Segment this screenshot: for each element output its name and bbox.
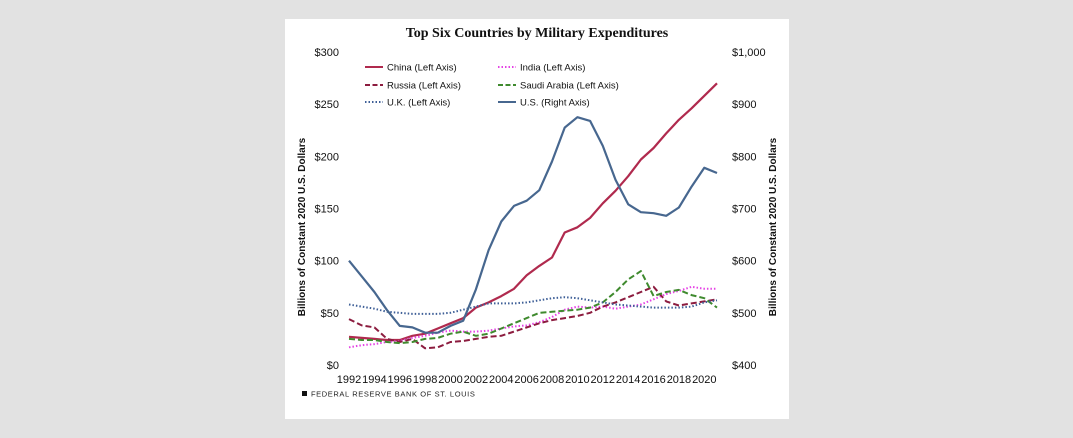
- source-marker: [302, 391, 307, 396]
- y-tick-right-label: $1,000: [732, 47, 766, 59]
- x-tick-label: 2010: [565, 374, 589, 386]
- x-tick-label: 2018: [667, 374, 691, 386]
- x-tick-label: 2008: [540, 374, 564, 386]
- series-line-china-left-axis: [348, 82, 718, 342]
- series-line-u-s-right-axis: [348, 116, 718, 334]
- y-tick-left-label: $100: [315, 256, 339, 268]
- y-tick-left-label: $0: [327, 360, 339, 372]
- series-line-russia-left-axis: [348, 285, 718, 350]
- legend-entry-label: India (Left Axis): [520, 63, 585, 74]
- y-axis-left-label: Billions of Constant 2020 U.S. Dollars: [297, 137, 308, 316]
- x-tick-label: 2000: [438, 374, 462, 386]
- y-tick-right-label: $900: [732, 99, 756, 111]
- x-tick-label: 2014: [616, 374, 640, 386]
- y-tick-left-label: $150: [315, 204, 339, 216]
- y-tick-left-label: $300: [315, 47, 339, 59]
- x-tick-label: 1996: [388, 374, 412, 386]
- x-tick-label: 2020: [692, 374, 716, 386]
- y-tick-right-label: $700: [732, 204, 756, 216]
- series-line-u-k-left-axis: [348, 296, 718, 315]
- x-tick-label: 2016: [641, 374, 665, 386]
- chart-title: Top Six Countries by Military Expenditur…: [406, 26, 669, 41]
- x-tick-label: 1992: [337, 374, 361, 386]
- source-label: FEDERAL RESERVE BANK OF ST. LOUIS: [311, 390, 475, 399]
- y-tick-left-label: $250: [315, 99, 339, 111]
- legend-entry-label: Russia (Left Axis): [387, 81, 461, 92]
- legend-entry-label: Saudi Arabia (Left Axis): [520, 81, 619, 92]
- y-axis-right-label: Billions of Constant 2020 U.S. Dollars: [768, 137, 779, 316]
- x-tick-label: 2012: [591, 374, 615, 386]
- line-chart: Top Six Countries by Military Expenditur…: [297, 26, 779, 399]
- y-tick-right-label: $400: [732, 360, 756, 372]
- y-tick-right-label: $500: [732, 308, 756, 320]
- x-tick-label: 1998: [413, 374, 437, 386]
- x-tick-label: 2006: [514, 374, 538, 386]
- chart-card: Top Six Countries by Military Expenditur…: [285, 19, 789, 419]
- y-tick-right-label: $600: [732, 256, 756, 268]
- legend-entry-label: U.K. (Left Axis): [387, 98, 450, 109]
- legend-entry-label: U.S. (Right Axis): [520, 98, 590, 109]
- x-tick-label: 2004: [489, 374, 513, 386]
- x-tick-label: 1994: [362, 374, 386, 386]
- y-tick-right-label: $800: [732, 151, 756, 163]
- legend-entry-label: China (Left Axis): [387, 63, 457, 74]
- series-line-india-left-axis: [348, 285, 717, 349]
- series-line-saudi-arabia-left-axis: [348, 270, 718, 345]
- y-tick-left-label: $200: [315, 151, 339, 163]
- x-tick-label: 2002: [464, 374, 488, 386]
- y-tick-left-label: $50: [321, 308, 339, 320]
